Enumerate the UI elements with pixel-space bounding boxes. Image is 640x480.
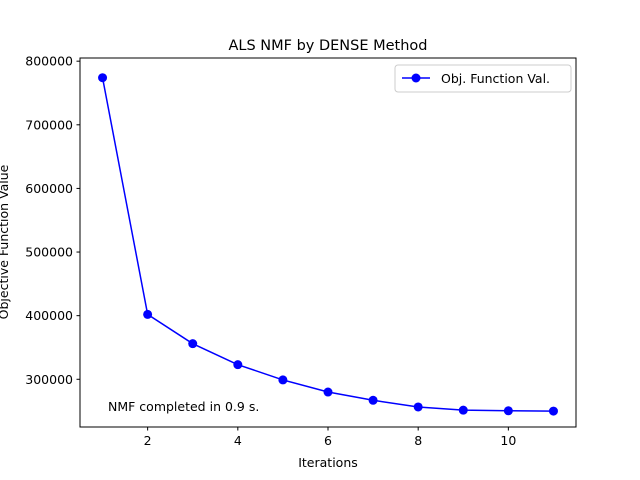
data-point [98,73,108,83]
legend: Obj. Function Val. [394,64,572,93]
x-tick-label: 6 [324,433,332,448]
data-point [458,405,468,415]
y-axis-label: Objective Function Value [0,164,11,319]
y-tick-label: 600000 [25,181,73,196]
y-tick-label: 300000 [25,372,73,387]
data-point [323,387,333,397]
plot-area [98,73,558,416]
data-point [368,395,378,405]
x-tick-label: 4 [234,433,242,448]
chart-title: ALS NMF by DENSE Method [228,38,427,54]
data-point [188,339,198,349]
x-tick-label: 2 [144,433,152,448]
x-axis-label: Iterations [298,455,358,470]
data-point [278,375,288,385]
data-point [413,402,423,412]
x-axis-ticks: 2 4 6 8 10 [144,427,516,448]
y-axis-ticks: 300000 400000 500000 600000 700000 800000 [25,54,80,387]
data-point [143,309,153,319]
legend-label: Obj. Function Val. [441,71,550,86]
data-point [233,360,243,370]
annotation-text: NMF completed in 0.9 s. [108,399,259,414]
data-point [503,406,513,416]
data-point [548,406,558,416]
x-tick-label: 8 [414,433,422,448]
legend-swatch-marker [411,73,421,83]
legend-box [394,64,572,93]
x-tick-label: 10 [500,433,516,448]
y-tick-label: 500000 [25,245,73,260]
y-tick-label: 700000 [25,117,73,132]
axes-frame [79,57,577,428]
y-tick-label: 400000 [25,308,73,323]
y-tick-label: 800000 [25,54,73,69]
